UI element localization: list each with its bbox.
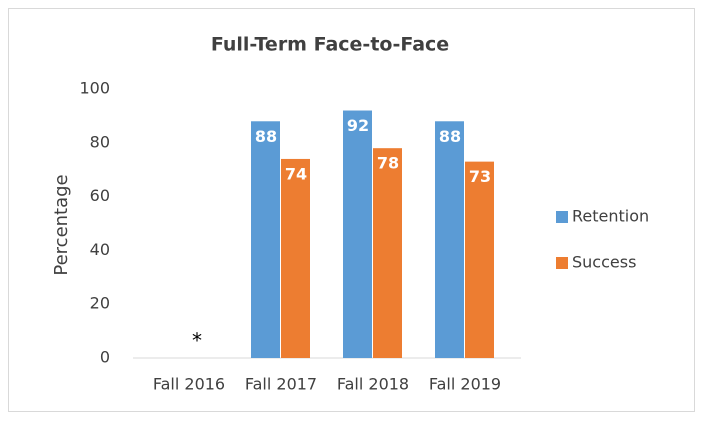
x-tick-label: Fall 2016 [153,375,225,394]
legend-swatch [556,211,568,223]
x-tick-label: Fall 2019 [429,375,501,394]
y-tick-label: 0 [100,348,110,367]
y-tick-label: 40 [90,240,110,259]
annotation: * [192,329,202,353]
bar [343,110,372,359]
y-axis-label: Percentage [51,174,72,275]
legend-label: Success [572,253,636,272]
data-label: 73 [469,167,491,186]
data-label: 88 [439,127,461,146]
y-tick-label: 100 [79,79,110,98]
y-tick-label: 20 [90,294,110,313]
data-label: 78 [377,154,399,173]
y-tick-label: 60 [90,186,110,205]
bar [465,161,494,358]
chart-title: Full-Term Face-to-Face [211,34,449,56]
bar [373,148,402,358]
data-label: 92 [347,116,369,135]
data-label: 88 [255,127,277,146]
bar [251,121,280,358]
bar [435,121,464,358]
legend-label: Retention [572,207,649,226]
bar [281,158,310,358]
x-tick-label: Fall 2018 [337,375,409,394]
legend-swatch [556,257,568,269]
data-label: 74 [285,164,307,183]
x-tick-label: Fall 2017 [245,375,317,394]
y-tick-label: 80 [90,132,110,151]
